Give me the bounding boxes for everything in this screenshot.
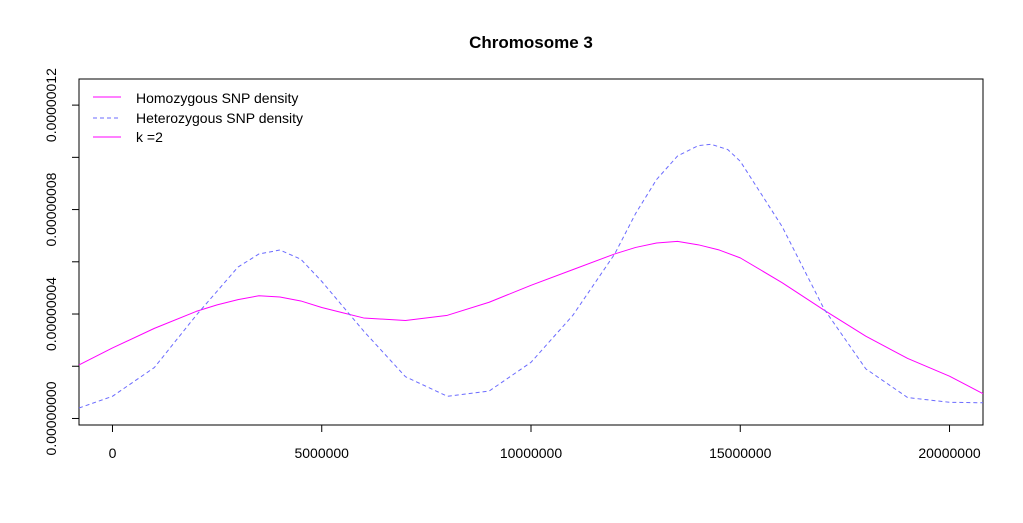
y-tick-label: 0.00000008 (43, 172, 59, 246)
legend: Homozygous SNP density Heterozygous SNP … (93, 90, 303, 145)
y-tick-label: 0.00000012 (43, 68, 59, 142)
legend-label-heterozygous: Heterozygous SNP density (136, 110, 303, 126)
legend-label-k: k =2 (136, 129, 163, 145)
x-tick-label: 20000000 (918, 445, 981, 461)
y-axis: 0.00000000 0.00000004 0.00000008 0.00000012 (43, 68, 80, 455)
x-tick-label: 5000000 (294, 445, 349, 461)
legend-label-homozygous: Homozygous SNP density (136, 90, 298, 106)
x-tick-label: 10000000 (500, 445, 563, 461)
homozygous-density-line (78, 240, 984, 395)
y-tick-label: 0.00000004 (43, 277, 59, 351)
x-tick-label: 0 (109, 445, 117, 461)
y-tick-label: 0.00000000 (43, 381, 59, 455)
x-tick-label: 15000000 (709, 445, 772, 461)
chart-title: Chromosome 3 (469, 33, 593, 52)
x-axis: 0 5000000 10000000 15000000 20000000 (109, 424, 981, 461)
series-layer (78, 143, 984, 409)
